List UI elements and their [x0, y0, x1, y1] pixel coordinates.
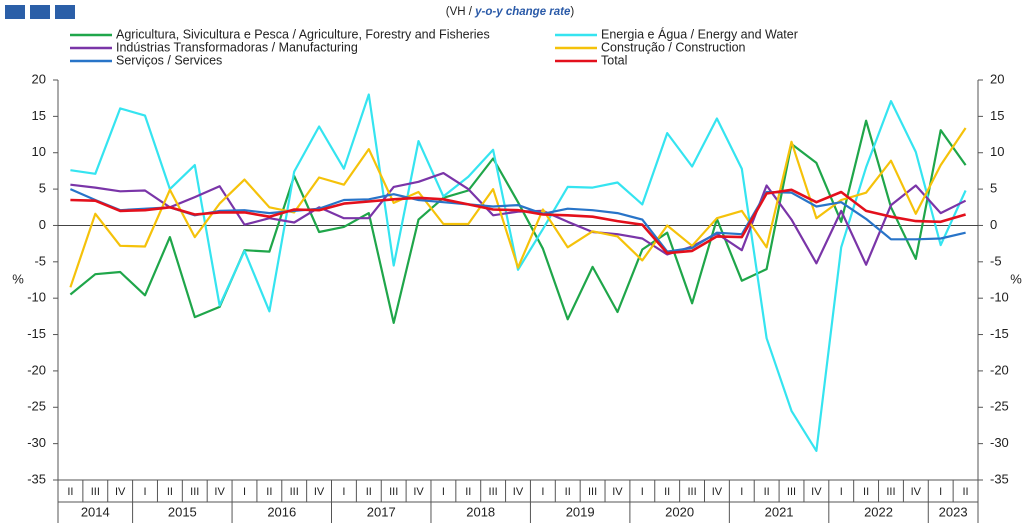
y2-tick-label: 10	[990, 144, 1004, 159]
subtitle-prefix: (VH /	[446, 6, 475, 18]
y2-tick-label: -10	[990, 290, 1009, 305]
legend-label: Indústrias Transformadoras / Manufacturi…	[116, 40, 358, 54]
x-group-label: 2021	[765, 504, 794, 519]
subtitle-emphasis: y-o-y change rate	[474, 6, 571, 18]
x-tick-label: I	[541, 486, 544, 498]
x-tick-label: IV	[214, 486, 225, 498]
y-tick-label: -10	[27, 290, 46, 305]
x-tick-label: I	[342, 486, 345, 498]
x-tick-label: II	[863, 486, 869, 498]
x-tick-label: I	[840, 486, 843, 498]
x-tick-label: II	[366, 486, 372, 498]
x-tick-label: II	[465, 486, 471, 498]
x-tick-label: III	[91, 486, 100, 498]
y-tick-label: 5	[39, 181, 46, 196]
series-line	[70, 93, 967, 452]
legend-label: Construção / Construction	[601, 40, 746, 54]
series-line	[69, 188, 966, 253]
x-tick-label: I	[243, 486, 246, 498]
x-tick-label: II	[764, 486, 770, 498]
x-tick-label: III	[787, 486, 796, 498]
x-tick-label: III	[687, 486, 696, 498]
x-group-label: 2018	[466, 504, 495, 519]
y2-tick-label: 20	[990, 71, 1004, 86]
y2-tick-label: -20	[990, 362, 1009, 377]
x-group-label: 2022	[864, 504, 893, 519]
x-tick-label: IV	[911, 486, 922, 498]
x-tick-label: II	[664, 486, 670, 498]
logo-block	[30, 5, 50, 19]
x-group-label: 2017	[367, 504, 396, 519]
subtitle: (VH / y-o-y change rate)	[446, 6, 575, 18]
x-tick-label: II	[167, 486, 173, 498]
y2-tick-label: -5	[990, 253, 1002, 268]
x-tick-label: II	[67, 486, 73, 498]
x-tick-label: III	[389, 486, 398, 498]
series-line	[70, 172, 967, 266]
x-tick-label: IV	[811, 486, 822, 498]
series-line	[70, 188, 966, 255]
legend-label: Serviços / Services	[116, 53, 222, 67]
y-tick-label: 0	[39, 217, 46, 232]
legend-label: Agricultura, Sivicultura e Pesca / Agric…	[116, 27, 490, 41]
y2-tick-label: 15	[990, 108, 1004, 123]
x-tick-label: IV	[115, 486, 126, 498]
legend-label: Energia e Água / Energy and Water	[601, 26, 798, 41]
x-tick-label: IV	[612, 486, 623, 498]
x-tick-label: I	[143, 486, 146, 498]
legend-label: Total	[601, 53, 627, 67]
x-group-label: 2019	[566, 504, 595, 519]
series-line	[69, 119, 967, 324]
x-tick-label: I	[641, 486, 644, 498]
y-tick-label: -25	[27, 399, 46, 414]
x-tick-label: II	[565, 486, 571, 498]
y2-tick-label: -35	[990, 471, 1009, 486]
x-tick-label: IV	[413, 486, 424, 498]
y-tick-label: 15	[32, 108, 46, 123]
x-tick-label: I	[939, 486, 942, 498]
y2-tick-label: -30	[990, 435, 1009, 450]
y-tick-label: -20	[27, 362, 46, 377]
x-tick-label: IV	[513, 486, 524, 498]
x-tick-label: II	[266, 486, 272, 498]
y2-tick-label: 0	[990, 217, 997, 232]
x-tick-label: III	[190, 486, 199, 498]
y2-axis-label: %	[1010, 271, 1022, 286]
y-tick-label: -15	[27, 326, 46, 341]
y2-tick-label: -25	[990, 399, 1009, 414]
logo-block	[5, 5, 25, 19]
x-tick-label: I	[442, 486, 445, 498]
x-tick-label: III	[588, 486, 597, 498]
x-tick-label: IV	[712, 486, 723, 498]
x-group-label: 2014	[81, 504, 110, 519]
y2-tick-label: -15	[990, 326, 1009, 341]
x-tick-label: I	[740, 486, 743, 498]
y-tick-label: -5	[34, 253, 46, 268]
logo-block	[55, 5, 75, 19]
y-tick-label: -30	[27, 435, 46, 450]
x-group-label: 2023	[939, 504, 968, 519]
y-tick-label: 20	[32, 71, 46, 86]
x-tick-label: IV	[314, 486, 325, 498]
y-tick-label: -35	[27, 471, 46, 486]
subtitle-suffix: )	[570, 6, 574, 18]
y-tick-label: 10	[32, 144, 46, 159]
series-line	[69, 127, 967, 288]
x-tick-label: III	[290, 486, 299, 498]
x-tick-label: III	[886, 486, 895, 498]
x-group-label: 2015	[168, 504, 197, 519]
x-group-label: 2016	[267, 504, 296, 519]
x-tick-label: II	[963, 486, 969, 498]
x-tick-label: III	[489, 486, 498, 498]
y-axis-label: %	[12, 271, 24, 286]
x-group-label: 2020	[665, 504, 694, 519]
y2-tick-label: 5	[990, 181, 997, 196]
